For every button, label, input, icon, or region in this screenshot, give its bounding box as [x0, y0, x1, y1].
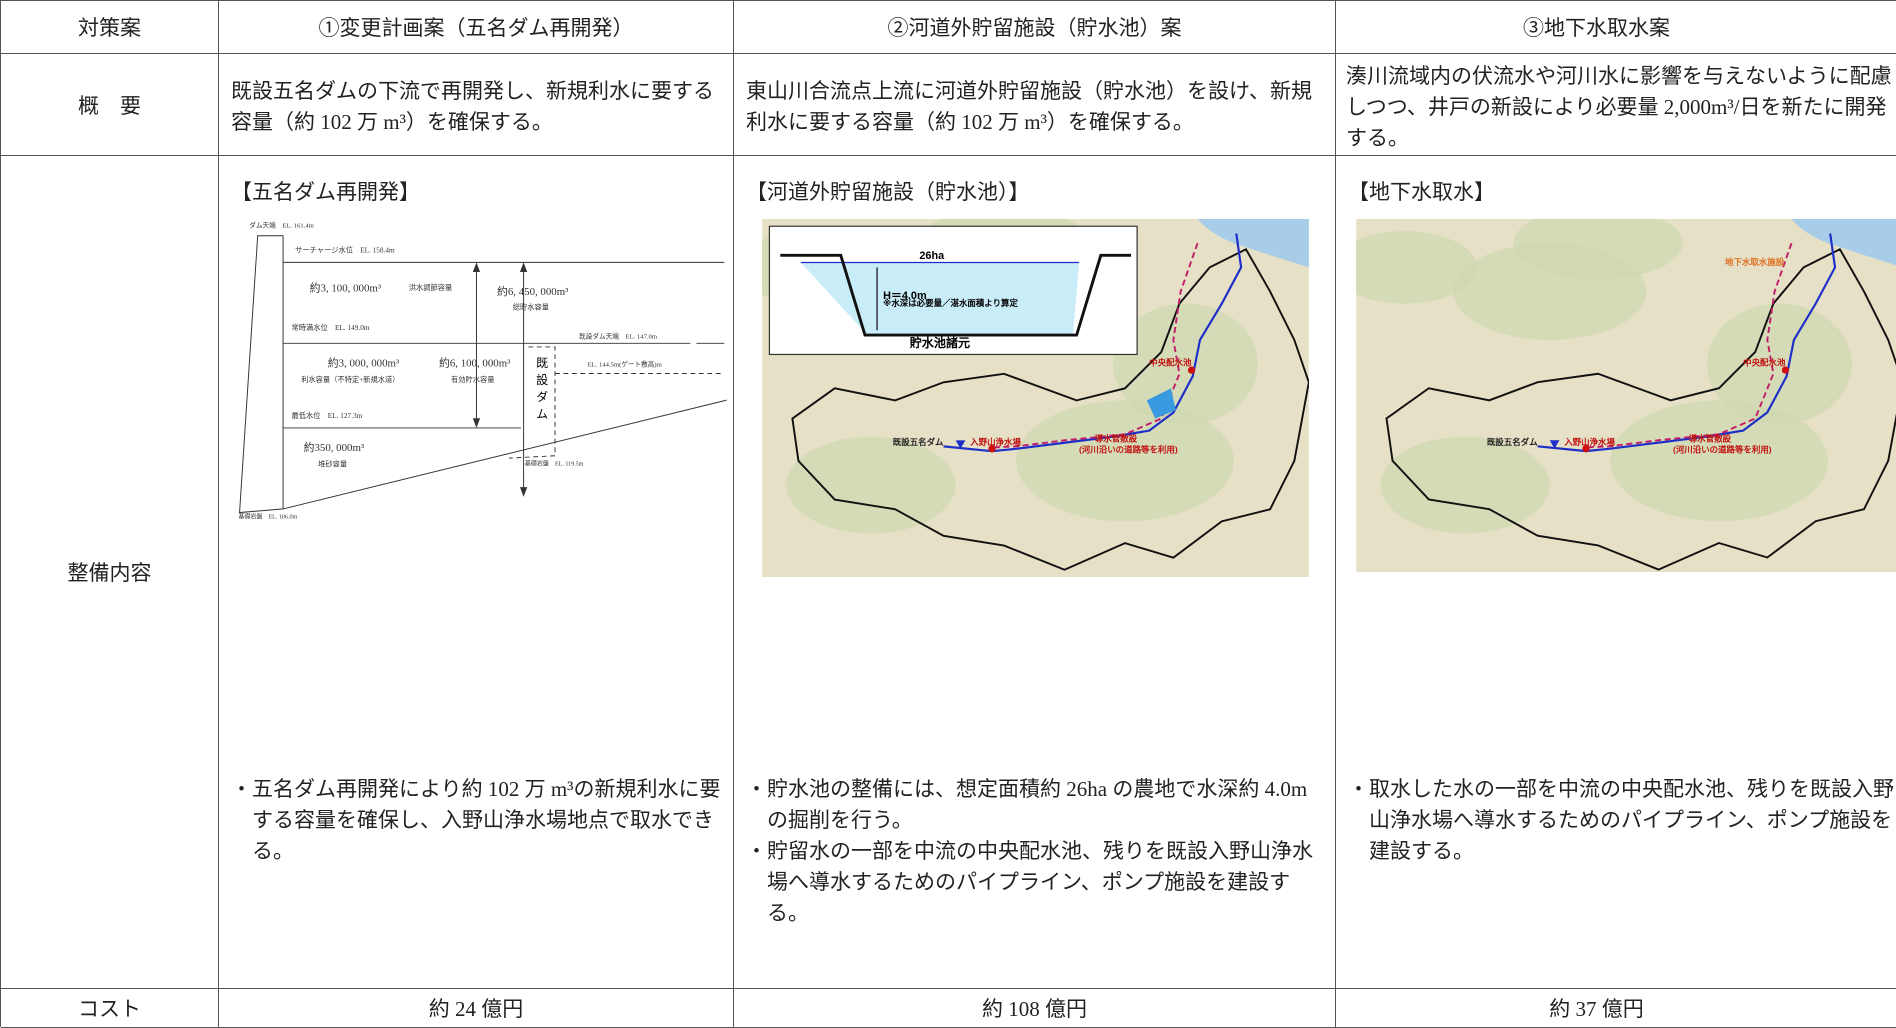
dam-diagram: ダム天端 EL. 161.4m サーチャージ水位 EL. 158.4m 約3, 10… — [238, 220, 727, 521]
terrain — [1610, 400, 1828, 522]
details-cell: 【地下水取水】 地下水取水施設中央配水池既設五名ダム 入野山浄水場 導水管敷設 (河川… — [1336, 156, 1896, 989]
dam-label: 洪水調節容量 — [409, 283, 453, 292]
dam-label: 約6, 450, 000m³ — [497, 284, 569, 298]
map-label: 地下水取水施設 — [1725, 257, 1785, 267]
overview-text: 既設五名ダムの下流で再開発し、新規利水に要する容量（約 102 万 m³）を確保… — [219, 54, 734, 156]
map-label: 中央配水池 — [1743, 357, 1786, 367]
overview-text: 東山川合流点上流に河道外貯留施設（貯水池）を設け、新規利水に要する容量（約 10… — [734, 54, 1336, 156]
terrain — [1356, 231, 1478, 304]
dam-label: ダム天端 EL. 161.4m — [249, 220, 314, 229]
bullet-text: ・取水した水の一部を中流の中央配水池、残りを既設入野山浄水場へ導水するためのパイ… — [1348, 777, 1894, 863]
spec-text: 26ha — [919, 250, 945, 262]
overview-cell: 湊川流域内の伏流水や河川水に影響を与えないように配慮しつつ、井戸の新設により必要… — [1336, 54, 1896, 156]
dam-label: 最低水位 EL. 127.3m — [292, 411, 363, 420]
dam-label: 約350, 000m³ — [304, 440, 365, 454]
dam-mark — [955, 440, 966, 449]
reservoir-water — [800, 262, 1080, 336]
map-label: 入野山浄水場 — [970, 437, 1021, 447]
details-heading: 【地下水取水】 — [1348, 180, 1495, 204]
facility — [1187, 366, 1196, 374]
dam-label: 既設ダム天端 EL. 147.0m — [579, 331, 658, 340]
bullet-text: ・五名ダム再開発により約 102 万 m³の新規利水に要する容量を確保し、入野山… — [231, 777, 721, 863]
dam-label: 既設ダム — [535, 357, 549, 425]
bullets: ・取水した水の一部を中流の中央配水池、残りを既設入野山浄水場へ導水するためのパイ… — [1348, 774, 1896, 867]
bullet-text: ・貯留水の一部を中流の中央配水池、残りを既設入野山浄水場へ導水するためのパイプラ… — [746, 839, 1313, 925]
header-cell: ③地下水取水案 — [1336, 1, 1896, 54]
dam-label: 堆砂容量 — [318, 460, 347, 469]
river — [943, 233, 1243, 453]
sea — [1791, 219, 1896, 266]
header-cell: ②河道外貯留施設（貯水池）案 — [734, 1, 1336, 54]
map-label: 既設五名ダム — [1487, 437, 1538, 447]
dam-label: 約6, 100, 000m³ — [439, 355, 511, 369]
details-cell: 【五名ダム再開発】 ダム天端 EL. 161.4m サーチャージ水位 EL. 15… — [219, 156, 734, 989]
map-label: 中央配水池 — [1149, 357, 1192, 367]
dam-label: EL. 144.5m(ゲート敷高)m — [588, 359, 663, 368]
river — [1537, 233, 1837, 453]
dam-mark — [1549, 440, 1560, 449]
terrain — [1706, 303, 1852, 425]
header-cell: 対策案 — [1, 1, 219, 54]
map-label: 導水管敷設 — [1095, 434, 1138, 444]
spec-text: H＝4.0m — [883, 290, 927, 302]
map-label: 導水管敷設 — [1689, 433, 1732, 443]
map-label: 入野山浄水場 — [1564, 437, 1615, 447]
terrain — [1380, 436, 1550, 534]
row-label: 整備内容 — [1, 156, 219, 989]
dam-label: 基礎岩盤 EL. 106.0m — [238, 513, 297, 521]
details-heading: 【河道外貯留施設（貯水池）】 — [746, 180, 1030, 204]
dam-label: 有効貯水容量 — [451, 375, 495, 384]
dam-label: 基礎岩盤 EL. 119.5m — [525, 459, 584, 467]
spec-caption: 貯水池諸元 — [910, 335, 970, 350]
dam-label: サーチャージ水位 EL. 158.4m — [295, 246, 395, 255]
dam-label: 総貯水容量 — [513, 302, 549, 311]
terrain — [1513, 219, 1683, 280]
cost-text: 約 37 億円 — [1336, 989, 1896, 1028]
facility — [1582, 445, 1590, 453]
bullets: ・五名ダム再開発により約 102 万 m³の新規利水に要する容量を確保し、入野山… — [231, 774, 731, 867]
reservoir-section — [780, 253, 1132, 337]
terrain — [786, 436, 956, 534]
reservoir — [1146, 388, 1176, 419]
map-label: (河川沿いの道路等を利用) — [1673, 444, 1772, 454]
bullets: ・貯水池の整備には、想定面積約 26ha の農地で水深約 4.0m の掘削を行う… — [746, 774, 1326, 929]
overview-text: 湊川流域内の伏流水や河川水に影響を与えないように配慮しつつ、井戸の新設により必要… — [1346, 64, 1892, 150]
catchment-boundary — [1385, 247, 1896, 571]
details-cell: 【河道外貯留施設（貯水池）】 中央配水池既設五名ダム 入野山浄水場 導水管敷設 (河川… — [734, 156, 1336, 989]
terrain — [1112, 303, 1259, 425]
cost-text: 約 108 億円 — [734, 989, 1336, 1028]
sea — [1197, 219, 1309, 268]
dam-label: 約3, 000, 000m³ — [328, 355, 400, 369]
facility — [1781, 366, 1790, 374]
spec-text: ※水深は必要量／湛水面積より算定 — [883, 298, 1018, 308]
map-label: (河川沿いの道路等を利用) — [1079, 444, 1178, 454]
dam-label: 利水容量（不特定+新規水道） — [301, 375, 399, 384]
catchment-boundary — [791, 247, 1309, 571]
map-label: 既設五名ダム — [893, 437, 944, 447]
header-cell: ①変更計画案（五名ダム再開発） — [219, 1, 734, 54]
dam-label: 約3, 100, 000m³ — [310, 280, 382, 294]
row-label: 概 要 — [1, 54, 219, 156]
row-label: コスト — [1, 989, 219, 1028]
terrain — [1016, 400, 1234, 522]
bullet-text: ・貯水池の整備には、想定面積約 26ha の農地で水深約 4.0m の掘削を行う… — [746, 777, 1308, 832]
facility — [988, 445, 996, 453]
details-heading: 【五名ダム再開発】 — [231, 180, 420, 204]
dam-label: 常時満水位 EL. 149.0m — [292, 323, 370, 332]
cost-text: 約 24 億円 — [219, 989, 734, 1028]
